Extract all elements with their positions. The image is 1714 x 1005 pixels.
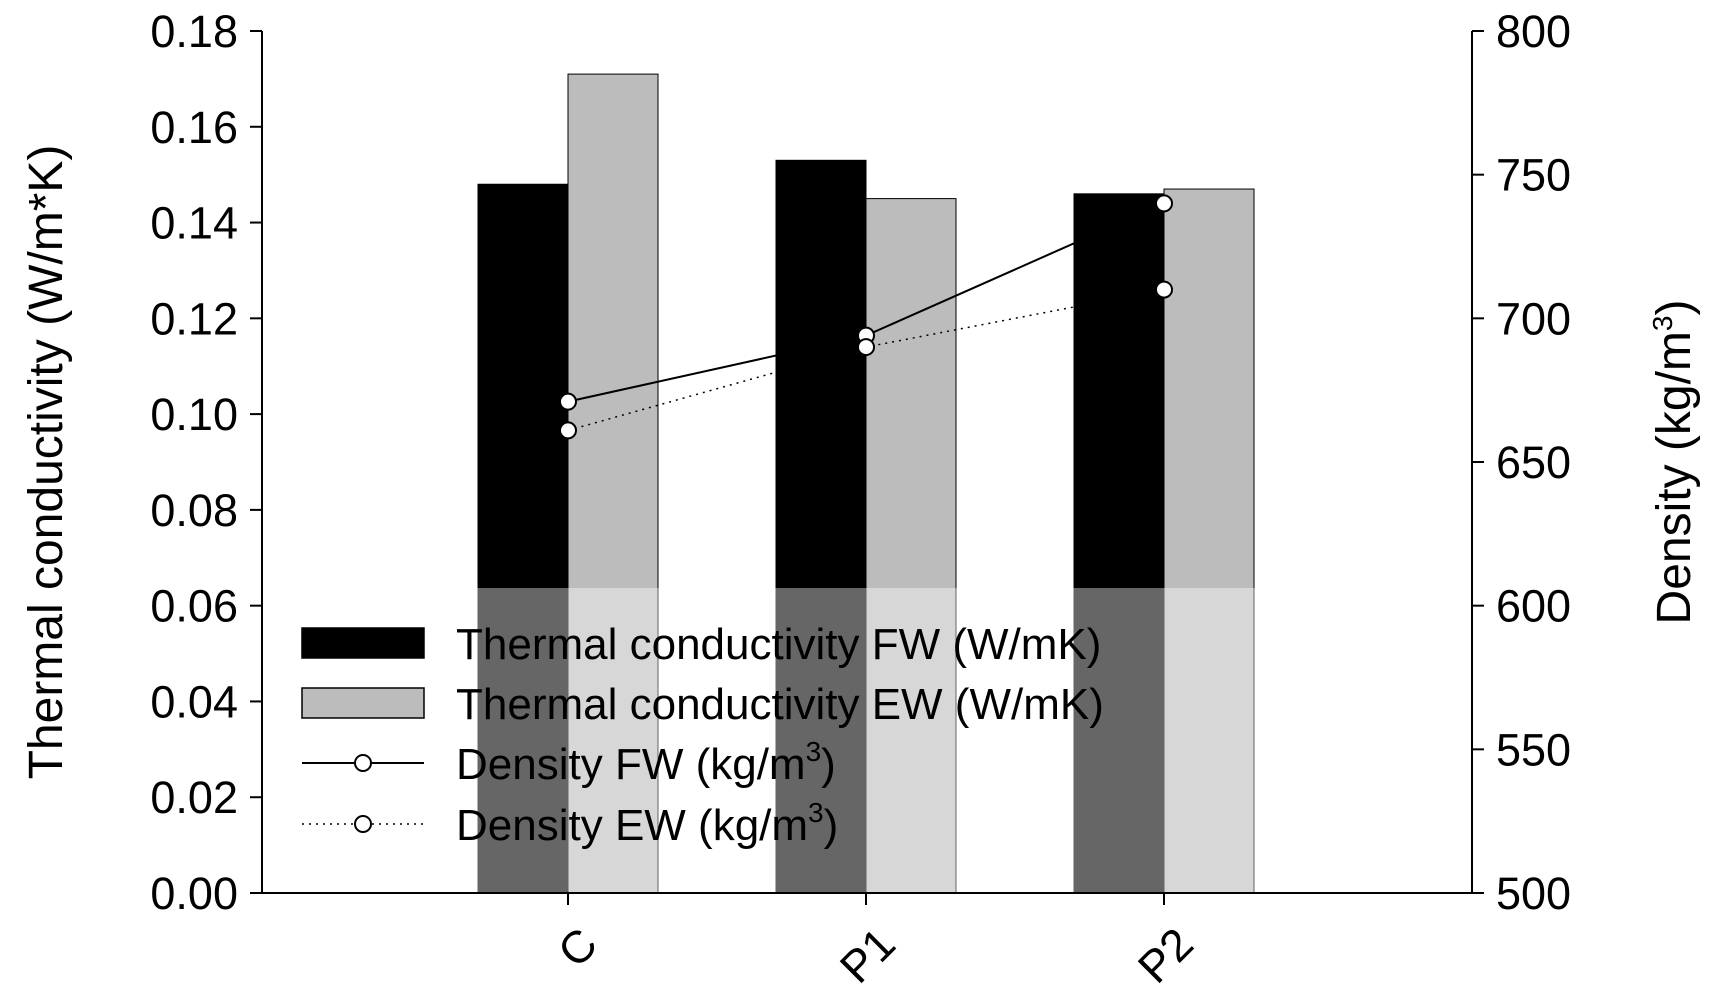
left-tick-label: 0.18 xyxy=(150,6,238,57)
left-tick-label: 0.06 xyxy=(150,581,238,632)
density-lines-layer xyxy=(559,194,1173,440)
left-tick-label: 0.04 xyxy=(150,676,238,727)
legend-marker xyxy=(354,815,372,833)
right-axis-title: Density (kg/m3) xyxy=(1647,300,1701,625)
legend-label-3: Density EW (kg/m3) xyxy=(456,797,838,850)
x-tick-label-c: C xyxy=(548,918,607,977)
left-tick-label: 0.14 xyxy=(150,198,238,249)
legend-label-text: Density FW (kg/m xyxy=(456,740,806,789)
right-axis-title-main: Density (kg/m xyxy=(1648,331,1701,624)
right-axis-title-sup: 3 xyxy=(1647,316,1678,332)
legend-label-text: Thermal conductivity EW (W/mK) xyxy=(456,680,1104,729)
legend-label-sup: 3 xyxy=(806,736,822,767)
right-tick-label: 650 xyxy=(1496,437,1571,488)
density-fw-point-c xyxy=(559,392,577,411)
density-fw-point-p2 xyxy=(1155,194,1173,213)
bar-fw-c xyxy=(477,183,569,894)
density-ew-point-p2 xyxy=(1155,280,1173,299)
left-tick-label: 0.16 xyxy=(150,102,238,153)
bar-ew-p2 xyxy=(1163,188,1255,894)
bar-ew-c xyxy=(567,73,659,894)
bar-ew-p1 xyxy=(865,198,957,894)
axes-layer: 0.00 0.02 0.04 0.06 0.08 0.10 0.12 0.14 0.16 0.18… xyxy=(20,6,1701,993)
left-tick-label: 0.02 xyxy=(150,772,238,823)
left-tick-label: 0.08 xyxy=(150,485,238,536)
right-tick-label: 700 xyxy=(1496,293,1571,344)
legend-label-text: Thermal conductivity FW (W/mK) xyxy=(456,620,1101,669)
legend-swatch-ew xyxy=(301,687,425,719)
legend-label-close: ) xyxy=(821,740,836,789)
left-axis-title: Thermal conductivity (W/m*K) xyxy=(20,145,73,780)
bar-fw-p2 xyxy=(1073,193,1165,894)
bars-layer xyxy=(477,73,1255,894)
legend-label-close: ) xyxy=(824,801,839,850)
x-tick-label-p2: P2 xyxy=(1128,918,1203,993)
legend-background xyxy=(262,588,1472,893)
bar-fw-p1 xyxy=(775,159,867,894)
legend-label-0: Thermal conductivity FW (W/mK) xyxy=(456,620,1101,669)
right-tick-label: 500 xyxy=(1496,868,1571,919)
left-tick-label: 0.12 xyxy=(150,293,238,344)
legend-marker xyxy=(354,754,372,772)
right-tick-label: 600 xyxy=(1496,581,1571,632)
density-ew-point-p1 xyxy=(857,338,875,357)
right-axis-title-close: ) xyxy=(1648,300,1701,316)
legend-label-1: Thermal conductivity EW (W/mK) xyxy=(456,680,1104,729)
x-tick-label-p1: P1 xyxy=(830,918,905,993)
legend-overlay xyxy=(262,588,1472,893)
density-ew-point-c xyxy=(559,421,577,440)
legend-swatch-fw xyxy=(301,627,425,659)
legend-label-sup: 3 xyxy=(808,797,824,828)
legend: Thermal conductivity FW (W/mK) Thermal co… xyxy=(301,620,1104,850)
left-tick-label: 0.00 xyxy=(150,868,238,919)
left-tick-label: 0.10 xyxy=(150,389,238,440)
right-tick-label: 800 xyxy=(1496,6,1571,57)
legend-label-2: Density FW (kg/m3) xyxy=(456,736,836,789)
right-tick-label: 750 xyxy=(1496,150,1571,201)
legend-label-text: Density EW (kg/m xyxy=(456,801,808,850)
right-tick-label: 550 xyxy=(1496,724,1571,775)
